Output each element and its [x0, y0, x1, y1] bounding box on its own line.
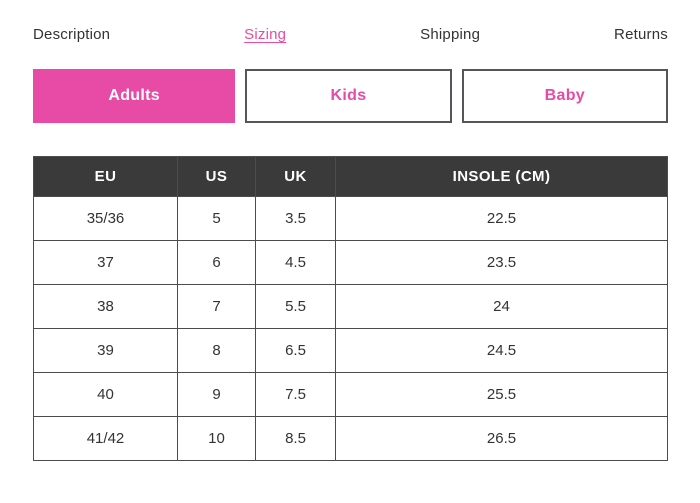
- cell-eu: 37: [33, 240, 178, 285]
- cell-uk: 8.5: [255, 416, 336, 461]
- cell-insole: 24.5: [335, 328, 668, 373]
- table-row: 38 7 5.5 24: [33, 284, 668, 329]
- tab-shipping[interactable]: Shipping: [420, 26, 481, 43]
- size-conversion-table: EU US UK INSOLE (CM) 35/36 5 3.5 22.5 37…: [33, 156, 668, 461]
- column-header-us: US: [177, 156, 256, 197]
- cell-uk: 5.5: [255, 284, 336, 329]
- cell-us: 6: [177, 240, 256, 285]
- size-table-header: EU US UK INSOLE (CM): [33, 156, 668, 197]
- cell-eu: 38: [33, 284, 178, 329]
- table-row: 40 9 7.5 25.5: [33, 372, 668, 417]
- cell-eu: 41/42: [33, 416, 178, 461]
- cell-us: 7: [177, 284, 256, 329]
- column-header-eu: EU: [33, 156, 178, 197]
- table-row: 41/42 10 8.5 26.5: [33, 416, 668, 461]
- table-row: 37 6 4.5 23.5: [33, 240, 668, 285]
- cell-insole: 25.5: [335, 372, 668, 417]
- table-row: 39 8 6.5 24.5: [33, 328, 668, 373]
- cell-eu: 39: [33, 328, 178, 373]
- age-button-kids[interactable]: Kids: [245, 69, 452, 123]
- cell-us: 10: [177, 416, 256, 461]
- tab-sizing[interactable]: Sizing: [244, 26, 287, 43]
- table-row: 35/36 5 3.5 22.5: [33, 196, 668, 241]
- age-button-adults[interactable]: Adults: [33, 69, 236, 123]
- cell-uk: 4.5: [255, 240, 336, 285]
- cell-uk: 6.5: [255, 328, 336, 373]
- age-button-baby[interactable]: Baby: [461, 69, 668, 123]
- tab-returns[interactable]: Returns: [614, 26, 668, 43]
- cell-eu: 40: [33, 372, 178, 417]
- age-group-selector: Adults Kids Baby: [33, 69, 668, 123]
- column-header-insole: INSOLE (CM): [335, 156, 668, 197]
- table-header-row: EU US UK INSOLE (CM): [33, 156, 668, 197]
- cell-insole: 24: [335, 284, 668, 329]
- column-header-uk: UK: [255, 156, 336, 197]
- cell-insole: 22.5: [335, 196, 668, 241]
- cell-uk: 7.5: [255, 372, 336, 417]
- cell-insole: 23.5: [335, 240, 668, 285]
- cell-eu: 35/36: [33, 196, 178, 241]
- product-tabs-nav: Description Sizing Shipping Returns: [33, 26, 668, 43]
- size-table-body: 35/36 5 3.5 22.5 37 6 4.5 23.5 38 7 5.5 …: [33, 196, 668, 461]
- cell-uk: 3.5: [255, 196, 336, 241]
- cell-us: 9: [177, 372, 256, 417]
- cell-us: 8: [177, 328, 256, 373]
- cell-insole: 26.5: [335, 416, 668, 461]
- cell-us: 5: [177, 196, 256, 241]
- tab-description[interactable]: Description: [33, 26, 111, 43]
